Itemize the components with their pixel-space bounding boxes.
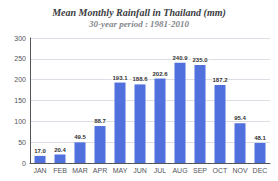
svg-text:250: 250 xyxy=(14,55,26,62)
svg-text:49.5: 49.5 xyxy=(74,134,86,140)
svg-text:MAY: MAY xyxy=(113,167,128,174)
svg-text:88.7: 88.7 xyxy=(94,118,106,124)
svg-text:200: 200 xyxy=(14,76,26,83)
svg-text:187.2: 187.2 xyxy=(212,77,228,83)
svg-text:AUG: AUG xyxy=(172,167,187,174)
svg-text:0: 0 xyxy=(22,160,26,167)
svg-text:30-year period : 1981-2010: 30-year period : 1981-2010 xyxy=(88,19,190,29)
svg-text:SEP: SEP xyxy=(193,167,207,174)
svg-text:JAN: JAN xyxy=(33,167,46,174)
svg-text:50: 50 xyxy=(18,139,26,146)
svg-text:Mean Monthly Rainfall in Thail: Mean Monthly Rainfall in Thailand (mm) xyxy=(51,7,226,19)
svg-text:DEC: DEC xyxy=(253,167,268,174)
svg-text:100: 100 xyxy=(14,118,26,125)
svg-text:193.1: 193.1 xyxy=(112,75,128,81)
svg-text:20.4: 20.4 xyxy=(54,147,66,153)
svg-text:300: 300 xyxy=(14,35,26,42)
svg-text:APR: APR xyxy=(93,167,107,174)
svg-text:17.0: 17.0 xyxy=(34,148,46,154)
svg-text:FEB: FEB xyxy=(53,167,67,174)
svg-text:95.4: 95.4 xyxy=(234,115,246,121)
svg-text:NOV: NOV xyxy=(232,167,248,174)
svg-text:JUN: JUN xyxy=(133,167,147,174)
svg-text:150: 150 xyxy=(14,97,26,104)
svg-text:OCT: OCT xyxy=(213,167,229,174)
svg-text:JUL: JUL xyxy=(154,167,167,174)
svg-text:202.6: 202.6 xyxy=(152,71,168,77)
svg-text:235.0: 235.0 xyxy=(192,57,208,63)
svg-text:188.6: 188.6 xyxy=(132,76,148,82)
svg-text:48.1: 48.1 xyxy=(254,135,266,141)
svg-text:MAR: MAR xyxy=(72,167,88,174)
svg-text:240.9: 240.9 xyxy=(172,55,188,61)
